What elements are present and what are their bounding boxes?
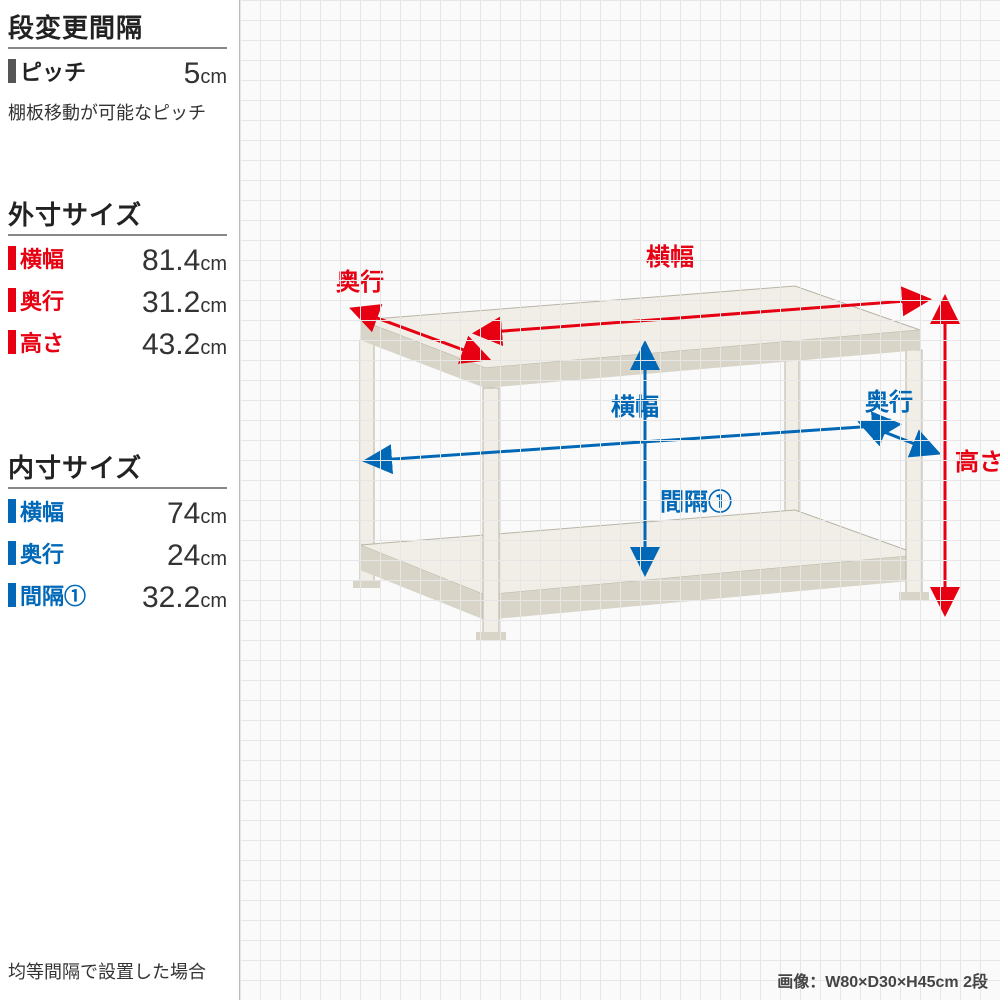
spec-number: 74 <box>167 497 200 530</box>
spec-value: 5cm <box>184 57 227 91</box>
bar-icon <box>8 583 16 607</box>
spec-row: ピッチ 5cm <box>8 55 227 91</box>
spec-number: 43.2 <box>142 328 200 361</box>
spec-value: 31.2cm <box>142 286 227 320</box>
spec-row: 横幅 81.4cm <box>8 242 227 278</box>
spec-label-pitch: ピッチ <box>8 55 98 87</box>
image-caption: 画像：W80×D30×H45cm 2段 <box>777 968 988 992</box>
bar-icon <box>8 330 16 354</box>
spec-value: 74cm <box>167 497 227 531</box>
spec-label-text: 間隔① <box>20 579 86 611</box>
grid-background <box>240 0 1000 1000</box>
spec-unit: cm <box>200 590 227 612</box>
spec-row: 横幅 74cm <box>8 495 227 531</box>
spec-label-text: 奥行 <box>20 284 64 316</box>
bar-icon <box>8 59 16 83</box>
spec-number: 24 <box>167 539 200 572</box>
spec-label: 横幅 <box>8 495 98 527</box>
spec-number: 31.2 <box>142 286 200 319</box>
spec-number: 32.2 <box>142 581 200 614</box>
specs-panel: 段変更間隔 ピッチ 5cm 棚板移動が可能なピッチ 外寸サイズ 横幅 81.4c… <box>0 0 240 1000</box>
spec-label-text: 奥行 <box>20 537 64 569</box>
spec-row: 間隔① 32.2cm <box>8 579 227 615</box>
bar-icon <box>8 541 16 565</box>
diagram-panel: 横幅 奥行 高さ 横幅 奥行 間隔① 画像：W80×D30×H45cm 2段 <box>240 0 1000 1000</box>
spec-row: 奥行 31.2cm <box>8 284 227 320</box>
spec-label-text: ピッチ <box>20 55 86 87</box>
spec-unit: cm <box>200 253 227 275</box>
spec-label: 奥行 <box>8 537 98 569</box>
section-title-outer: 外寸サイズ <box>8 195 227 236</box>
footer-note: 均等間隔で設置した場合 <box>8 958 227 992</box>
spec-label: 高さ <box>8 326 98 358</box>
bar-icon <box>8 288 16 312</box>
spec-value: 32.2cm <box>142 581 227 615</box>
spec-number: 5 <box>184 57 201 90</box>
bar-icon <box>8 499 16 523</box>
spec-unit: cm <box>200 295 227 317</box>
spec-label: 間隔① <box>8 579 98 611</box>
bar-icon <box>8 246 16 270</box>
pitch-note: 棚板移動が可能なピッチ <box>8 99 227 125</box>
spec-label-text: 横幅 <box>20 495 64 527</box>
spec-label-text: 高さ <box>20 326 64 358</box>
spec-label: 横幅 <box>8 242 98 274</box>
spec-value: 81.4cm <box>142 244 227 278</box>
spec-value: 43.2cm <box>142 328 227 362</box>
spec-label: 奥行 <box>8 284 98 316</box>
spec-unit: cm <box>200 506 227 528</box>
spec-row: 高さ 43.2cm <box>8 326 227 362</box>
spec-number: 81.4 <box>142 244 200 277</box>
spec-label-text: 横幅 <box>20 242 64 274</box>
section-title-inner: 内寸サイズ <box>8 448 227 489</box>
spec-value: 24cm <box>167 539 227 573</box>
spec-unit: cm <box>200 66 227 88</box>
section-title-pitch: 段変更間隔 <box>8 8 227 49</box>
spec-unit: cm <box>200 337 227 359</box>
spec-row: 奥行 24cm <box>8 537 227 573</box>
spec-unit: cm <box>200 548 227 570</box>
